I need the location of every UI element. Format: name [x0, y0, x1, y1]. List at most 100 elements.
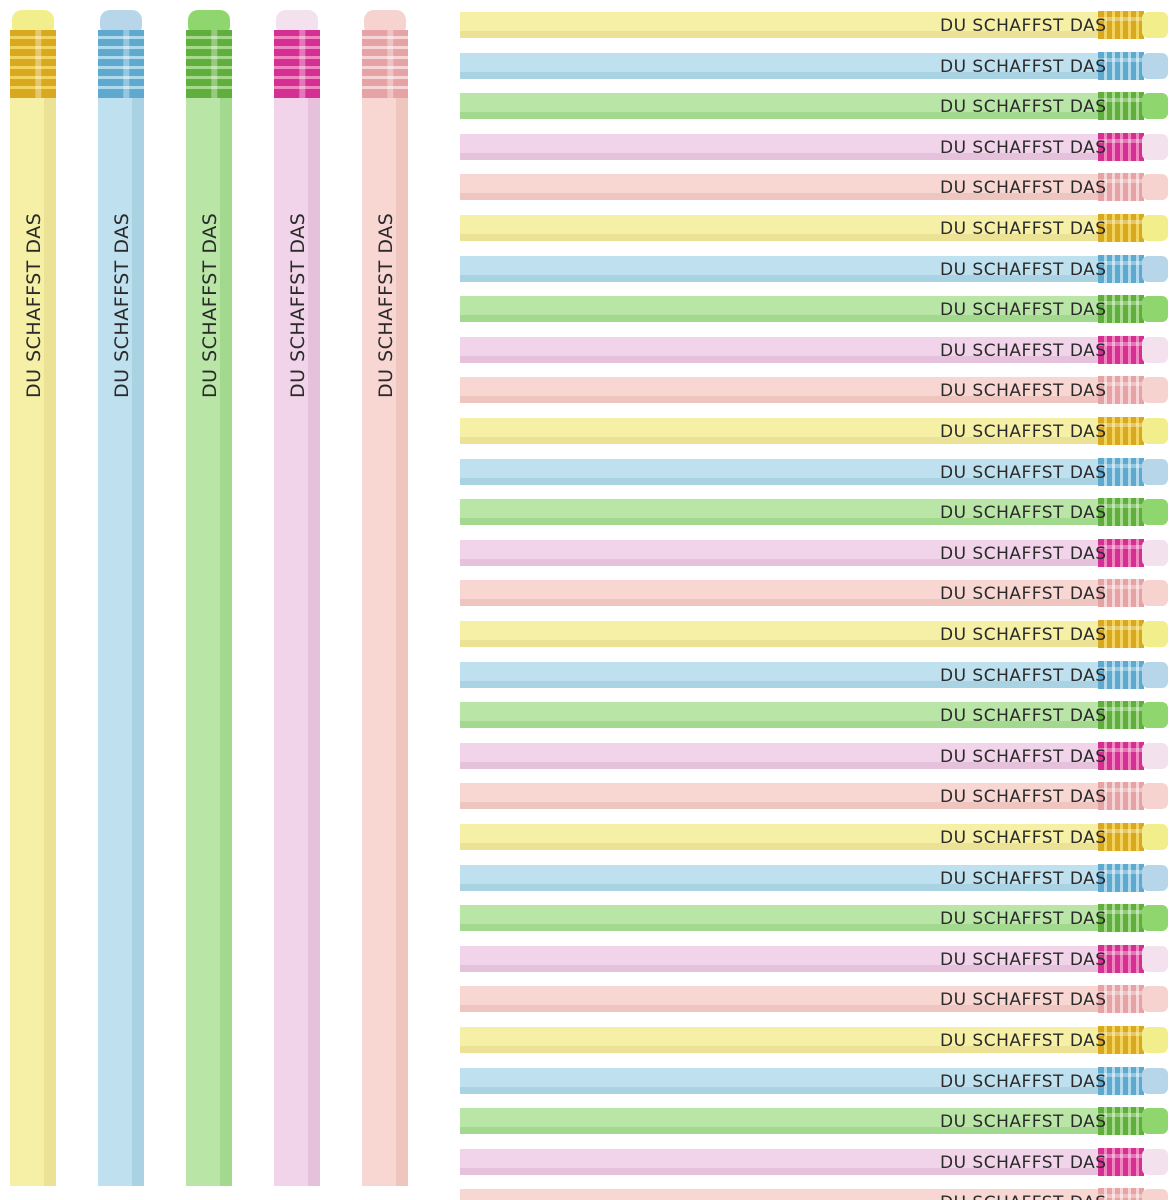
- ferrule-ridge: [1136, 620, 1139, 648]
- pencil-body-facet: [460, 599, 1098, 606]
- pencil-slogan: DU SCHAFFST DAS: [940, 625, 1107, 645]
- ferrule-ridge: [274, 46, 320, 49]
- ferrule-highlight: [1098, 342, 1144, 346]
- ferrule-highlight: [1098, 220, 1144, 224]
- horizontal-pencil-green: DU SCHAFFST DAS: [460, 498, 1168, 526]
- pencil-eraser: [1142, 1027, 1168, 1053]
- ferrule-ridge: [1120, 539, 1123, 567]
- ferrule-ridge: [1120, 823, 1123, 851]
- pencil-body-facet: [460, 31, 1098, 38]
- pencil-eraser: [1142, 986, 1168, 1012]
- ferrule-ridge: [1104, 498, 1107, 526]
- ferrule-ridge: [1120, 1107, 1123, 1135]
- ferrule-ridge: [1120, 620, 1123, 648]
- pencil-slogan: DU SCHAFFST DAS: [940, 584, 1107, 604]
- pencil-eraser: [1142, 783, 1168, 809]
- ferrule-ridge: [1104, 1026, 1107, 1054]
- horizontal-pencil-peach: DU SCHAFFST DAS: [460, 985, 1168, 1013]
- pencil-body-facet: [396, 98, 408, 1186]
- ferrule-ridge: [1136, 782, 1139, 810]
- ferrule-ridge: [1112, 864, 1115, 892]
- ferrule-ridge: [362, 76, 408, 79]
- pencil-body-facet: [460, 721, 1098, 728]
- ferrule-ridge: [186, 86, 232, 89]
- pencil-body-facet: [460, 1168, 1098, 1175]
- ferrule-ridge: [1112, 1107, 1115, 1135]
- horizontal-pencils-group: DU SCHAFFST DAS DU SCHAFFST DAS DU SCHAFFS…: [460, 11, 1168, 1200]
- ferrule-ridge: [1104, 1067, 1107, 1095]
- pencil-slogan: DU SCHAFFST DAS: [940, 1031, 1107, 1051]
- ferrule-highlight: [1098, 464, 1144, 468]
- ferrule-ridge: [1136, 864, 1139, 892]
- horizontal-pencil-green: DU SCHAFFST DAS: [460, 1107, 1168, 1135]
- ferrule-ridge: [1104, 1107, 1107, 1135]
- pencil-body-facet: [460, 234, 1098, 241]
- ferrule-ridge: [1128, 376, 1131, 404]
- pencil-eraser: [1142, 418, 1168, 444]
- ferrule-ridge: [1128, 458, 1131, 486]
- ferrule-ridge: [1120, 295, 1123, 323]
- pencil-body-facet: [308, 98, 320, 1186]
- ferrule-ridge: [1136, 336, 1139, 364]
- pencil-body-facet: [460, 884, 1098, 891]
- ferrule-ridge: [1120, 985, 1123, 1013]
- pencil-body-facet: [460, 1127, 1098, 1134]
- ferrule-ridge: [1128, 579, 1131, 607]
- pencil-slogan: DU SCHAFFST DAS: [940, 950, 1107, 970]
- ferrule-ridge: [1112, 255, 1115, 283]
- ferrule-ridge: [1128, 904, 1131, 932]
- ferrule-ridge: [1104, 255, 1107, 283]
- pencil-slogan: DU SCHAFFST DAS: [940, 178, 1107, 198]
- ferrule-ridge: [1120, 1067, 1123, 1095]
- ferrule-ridge: [362, 36, 408, 39]
- pencil-body-facet: [460, 1005, 1098, 1012]
- pencil-body-facet: [460, 275, 1098, 282]
- pencil-eraser: [100, 10, 142, 36]
- ferrule-ridge: [1128, 11, 1131, 39]
- pencil-eraser: [1142, 702, 1168, 728]
- ferrule-ridge: [1112, 539, 1115, 567]
- ferrule-ridge: [10, 36, 56, 39]
- pencil-eraser: [364, 10, 406, 36]
- pencil-body-facet: [44, 98, 56, 1186]
- ferrule-ridge: [1136, 498, 1139, 526]
- ferrule-ridge: [274, 66, 320, 69]
- pencil-slogan: DU SCHAFFST DAS: [940, 341, 1107, 361]
- horizontal-pencil-peach: DU SCHAFFST DAS: [460, 376, 1168, 404]
- ferrule-ridge: [1136, 1148, 1139, 1176]
- ferrule-ridge: [1104, 376, 1107, 404]
- ferrule-ridge: [274, 36, 320, 39]
- ferrule-highlight: [1098, 58, 1144, 62]
- pencil-eraser: [1142, 12, 1168, 38]
- ferrule-ridge: [1136, 1026, 1139, 1054]
- ferrule-highlight: [1098, 1154, 1144, 1158]
- ferrule-ridge: [1136, 1067, 1139, 1095]
- pencil-slogan: DU SCHAFFST DAS: [940, 1112, 1107, 1132]
- ferrule-ridge: [1112, 701, 1115, 729]
- ferrule-ridge: [1104, 742, 1107, 770]
- ferrule-ridge: [1136, 133, 1139, 161]
- pencil-body-facet: [460, 924, 1098, 931]
- ferrule-ridge: [1112, 1067, 1115, 1095]
- ferrule-ridge: [1120, 579, 1123, 607]
- pencil-slogan: DU SCHAFFST DAS: [23, 213, 45, 398]
- ferrule-ridge: [1136, 255, 1139, 283]
- ferrule-ridge: [1128, 1148, 1131, 1176]
- ferrule-ridge: [1136, 742, 1139, 770]
- pencil-slogan: DU SCHAFFST DAS: [940, 909, 1107, 929]
- ferrule-ridge: [1136, 214, 1139, 242]
- pencil-slogan: DU SCHAFFST DAS: [940, 787, 1107, 807]
- ferrule-ridge: [1120, 133, 1123, 161]
- pencil-slogan: DU SCHAFFST DAS: [940, 1072, 1107, 1092]
- pencil-body-facet: [460, 1087, 1098, 1094]
- pencil-slogan: DU SCHAFFST DAS: [940, 260, 1107, 280]
- pencil-body-facet: [460, 478, 1098, 485]
- horizontal-pencil-blue: DU SCHAFFST DAS: [460, 255, 1168, 283]
- ferrule-ridge: [1104, 782, 1107, 810]
- ferrule-highlight: [211, 30, 218, 98]
- ferrule-ridge: [98, 66, 144, 69]
- ferrule-highlight: [1098, 748, 1144, 752]
- horizontal-pencil-yellow: DU SCHAFFST DAS: [460, 417, 1168, 445]
- ferrule-ridge: [1112, 1148, 1115, 1176]
- pencil-eraser: [1142, 1149, 1168, 1175]
